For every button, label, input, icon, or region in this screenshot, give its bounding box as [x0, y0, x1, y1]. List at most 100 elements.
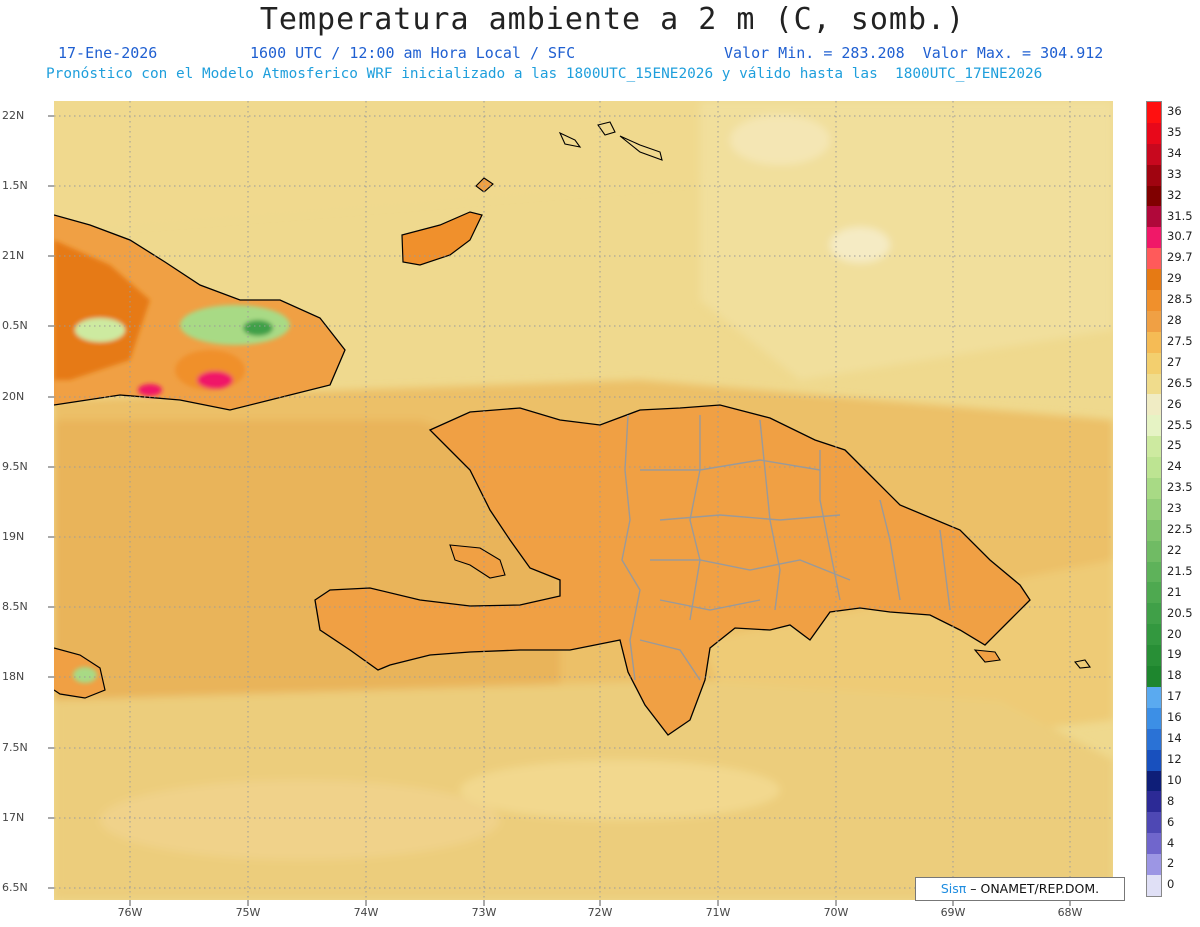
legend-label: 25.5 — [1167, 417, 1193, 432]
jamaica — [54, 647, 106, 699]
bahamas-islands — [401, 121, 663, 266]
lon-label: 71W — [705, 906, 731, 919]
forecast-date: 17-Ene-2026 — [58, 44, 158, 62]
legend-swatch — [1147, 394, 1161, 416]
legend-label: 27.5 — [1167, 333, 1193, 348]
legend-label: 23.5 — [1167, 480, 1193, 495]
legend-swatch — [1147, 227, 1161, 249]
legend-label: 31.5 — [1167, 208, 1193, 223]
legend-label: 17 — [1167, 689, 1182, 704]
lat-label: 18N — [2, 670, 25, 683]
legend-swatch — [1147, 457, 1161, 479]
legend-label: 19 — [1167, 647, 1182, 662]
legend-swatch — [1147, 478, 1161, 499]
legend-label: 27 — [1167, 354, 1182, 369]
legend-label: 16 — [1167, 710, 1182, 725]
legend-label: 20.5 — [1167, 605, 1193, 620]
legend-label: 8 — [1167, 793, 1175, 808]
lat-label: 8.5N — [2, 600, 28, 613]
legend-label: 2 — [1167, 856, 1175, 871]
legend-label: 32 — [1167, 187, 1182, 202]
legend-swatch — [1147, 582, 1161, 604]
legend-swatch — [1147, 373, 1161, 395]
legend-swatch — [1147, 290, 1161, 311]
legend-swatch — [1147, 833, 1161, 855]
legend-label: 20 — [1167, 626, 1182, 641]
lat-label: 1.5N — [2, 179, 28, 192]
legend-label: 35 — [1167, 124, 1182, 139]
legend-swatch — [1147, 812, 1161, 834]
legend-label: 25 — [1167, 438, 1182, 453]
legend-label: 22 — [1167, 542, 1182, 557]
legend-swatch — [1147, 310, 1161, 332]
lat-label: 6.5N — [2, 881, 28, 894]
legend-swatch — [1147, 122, 1161, 144]
legend-swatch — [1147, 686, 1161, 708]
legend-swatch — [1147, 666, 1161, 687]
legend-label: 21 — [1167, 584, 1182, 599]
lon-label: 68W — [1057, 906, 1083, 919]
legend-swatch — [1147, 854, 1161, 875]
legend-label: 36 — [1167, 104, 1182, 118]
legend-label: 29 — [1167, 271, 1182, 286]
credit-box: Sisπ – ONAMET/REP.DOM. — [915, 877, 1125, 901]
legend-swatch — [1147, 269, 1161, 291]
legend-swatch — [1147, 624, 1161, 646]
lat-label: 9.5N — [2, 460, 28, 473]
legend-label: 14 — [1167, 731, 1182, 745]
legend-swatch — [1147, 102, 1161, 123]
legend-label: 28.5 — [1167, 292, 1193, 307]
legend-swatch — [1147, 645, 1161, 667]
legend-swatch — [1147, 519, 1161, 541]
lat-label: 21N — [2, 249, 25, 262]
legend-swatch — [1147, 749, 1161, 771]
credit-text: – ONAMET/REP.DOM. — [966, 881, 1100, 896]
legend-swatch — [1147, 248, 1161, 270]
legend-label: 28 — [1167, 313, 1182, 327]
axis-ticks — [48, 115, 1071, 906]
lon-label: 75W — [235, 906, 261, 919]
legend-swatch — [1147, 164, 1161, 186]
legend-label: 33 — [1167, 166, 1182, 181]
legend-swatch — [1147, 791, 1161, 813]
legend-swatch — [1147, 603, 1161, 625]
forecast-time: 1600 UTC / 12:00 am Hora Local / SFC — [250, 44, 576, 62]
legend-swatch — [1147, 498, 1161, 520]
legend-swatch — [1147, 143, 1161, 165]
legend-label: 23 — [1167, 501, 1182, 516]
legend-label: 22.5 — [1167, 522, 1193, 536]
legend-swatch — [1147, 540, 1161, 562]
color-legend — [1146, 101, 1162, 897]
sispi-logo-text: Sisπ — [940, 881, 967, 896]
graticule — [54, 101, 1113, 900]
lon-label: 69W — [940, 906, 966, 919]
lat-label: 20N — [2, 390, 25, 403]
legend-label: 4 — [1167, 835, 1175, 850]
legend-swatch — [1147, 185, 1161, 207]
cuba — [54, 214, 346, 411]
legend-label: 30.7 — [1167, 229, 1193, 244]
lat-label: 0.5N — [2, 319, 28, 332]
legend-label: 6 — [1167, 814, 1175, 829]
lon-label: 73W — [471, 906, 497, 919]
model-info: Pronóstico con el Modelo Atmosferico WRF… — [46, 66, 1043, 82]
lon-label: 74W — [353, 906, 379, 919]
legend-swatch — [1147, 436, 1161, 458]
legend-swatch — [1147, 874, 1161, 896]
legend-label: 10 — [1167, 772, 1182, 787]
legend-swatch — [1147, 415, 1161, 437]
legend-swatch — [1147, 728, 1161, 750]
lat-label: 7.5N — [2, 741, 28, 754]
map-title: Temperatura ambiente a 2 m (C, somb.) — [259, 2, 966, 37]
legend-label: 29.7 — [1167, 250, 1193, 265]
legend-swatch — [1147, 707, 1161, 729]
legend-label: 26.5 — [1167, 375, 1193, 390]
legend-swatch — [1147, 561, 1161, 583]
legend-swatch — [1147, 331, 1161, 353]
hispaniola — [314, 404, 1091, 736]
legend-label: 12 — [1167, 751, 1182, 766]
legend-label: 0 — [1167, 877, 1175, 892]
lat-label: 17N — [2, 811, 25, 824]
lon-label: 72W — [587, 906, 613, 919]
